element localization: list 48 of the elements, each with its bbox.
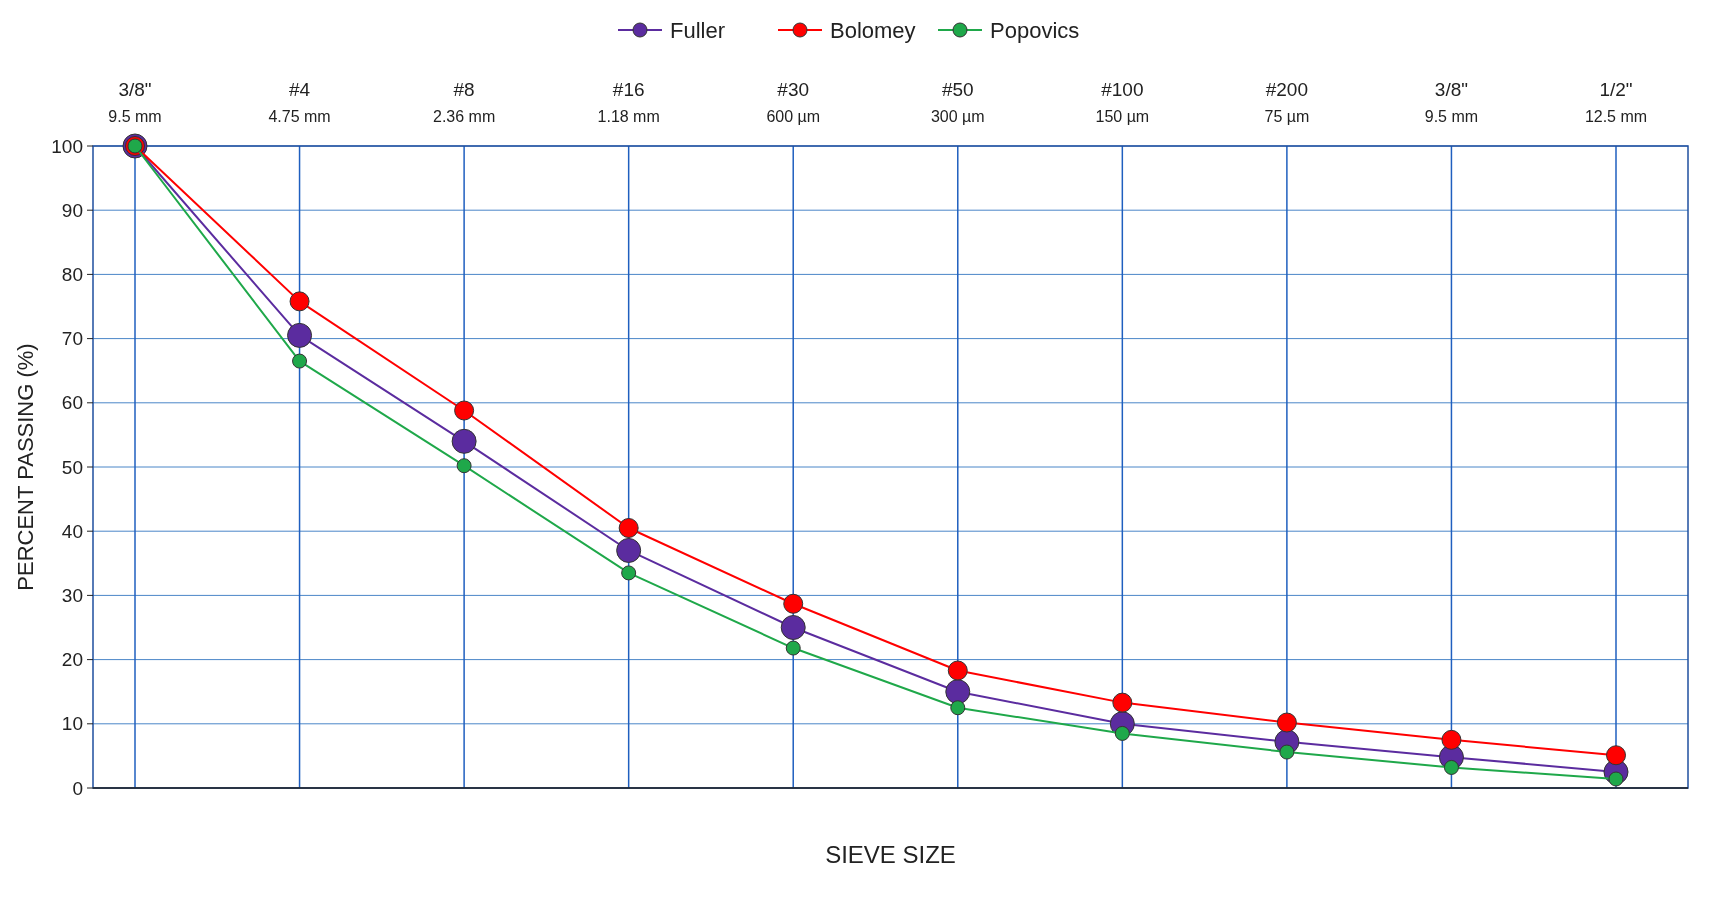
y-tick-label: 90 (61, 199, 83, 221)
point (780, 615, 806, 640)
point (783, 593, 804, 614)
y-tick-label: 50 (61, 456, 83, 478)
point (1279, 744, 1295, 760)
x-tick-label: 3/8" 9.5 mm (108, 79, 162, 125)
legend-label: Fuller (670, 18, 726, 43)
point (287, 322, 313, 348)
x-tick-label: 1/2" 12.5 mm (1584, 79, 1648, 125)
point (1443, 759, 1459, 775)
x-tick-label: #16 1.18 mm (597, 79, 660, 125)
point (621, 565, 637, 581)
legend-label: Popovics (990, 18, 1080, 43)
y-tick-label: 100 (51, 135, 83, 157)
y-tick-label: 30 (61, 585, 83, 607)
x-tick-label: #200 75 µm (1264, 79, 1310, 125)
point (1441, 729, 1462, 750)
point (1606, 745, 1626, 766)
x-axis-title: SIEVE SIZE (825, 841, 956, 868)
y-tick-label: 40 (61, 520, 83, 542)
y-tick-label: 80 (61, 264, 83, 286)
point (454, 400, 475, 421)
point (618, 517, 639, 538)
point (292, 353, 308, 369)
x-tick-label: #50 300 µm (930, 79, 985, 125)
point (1112, 692, 1133, 713)
y-tick-label: 10 (61, 713, 83, 735)
point (1276, 712, 1297, 733)
point (456, 458, 472, 474)
point (785, 640, 801, 656)
point (950, 700, 966, 716)
y-axis-title: PERCENT PASSING (%) (13, 343, 38, 591)
x-tick-label: #8 2.36 mm (432, 79, 496, 125)
x-tick-label: #100 150 µm (1095, 79, 1150, 125)
y-tick-label: 60 (61, 392, 83, 414)
point (289, 291, 310, 312)
point (451, 428, 477, 454)
x-tick-label: 3/8" 9.5 mm (1424, 79, 1479, 125)
point (1114, 725, 1130, 741)
legend-label: Bolomey (830, 18, 916, 43)
y-tick-label: 70 (61, 328, 83, 350)
point (945, 679, 971, 705)
y-tick-label: 20 (61, 649, 83, 671)
point (616, 537, 642, 563)
x-tick-label: #30 600 µm (766, 79, 821, 125)
point (947, 660, 968, 681)
x-tick-label: #4 4.75 mm (268, 79, 331, 125)
y-tick-label: 0 (72, 777, 83, 799)
